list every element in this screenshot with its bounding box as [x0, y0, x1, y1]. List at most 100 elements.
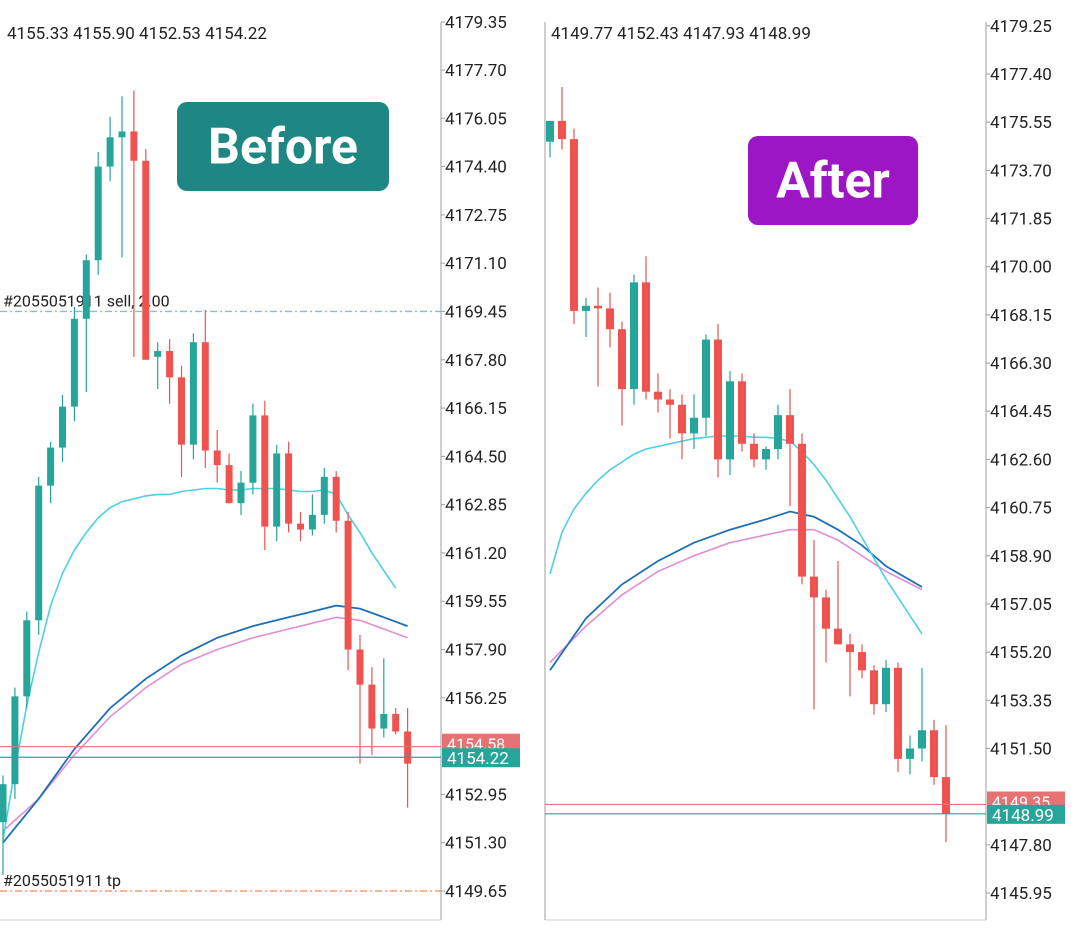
candle-body: [70, 318, 78, 407]
price-tick-label: 4175.55: [990, 113, 1052, 133]
candle-body: [558, 120, 566, 140]
price-tick-label: 4179.25: [990, 17, 1052, 37]
ask-price-tag: [987, 804, 1065, 824]
ohlc-label-bg: [4, 22, 304, 46]
price-tick-label: 4169.45: [445, 302, 507, 322]
candle-body: [356, 649, 364, 685]
ohlc-label-bg: [548, 22, 848, 46]
candle: [23, 611, 31, 709]
candle: [606, 292, 614, 348]
candle: [702, 334, 710, 436]
candle: [11, 687, 19, 799]
candle-body: [47, 447, 55, 486]
candle-body: [0, 784, 7, 823]
candle-body: [94, 166, 102, 261]
candle: [344, 511, 352, 671]
candle: [273, 444, 281, 542]
candle-body: [213, 450, 221, 466]
price-tick-label: 4155.20: [990, 643, 1052, 663]
candle-body: [308, 514, 316, 530]
candle-body: [894, 667, 902, 759]
candle: [106, 116, 114, 182]
candle-body: [273, 453, 281, 527]
price-tick-label: 4174.40: [445, 158, 507, 178]
label-badge-after: [748, 136, 918, 225]
candle-body: [690, 417, 698, 434]
label-badge-before: [177, 102, 389, 191]
candle: [894, 662, 902, 772]
price-tick-label: 4168.15: [990, 306, 1052, 326]
chart-panel-before: #2055051911 sell, 2.00#2055051911 tp 4179…: [0, 0, 537, 921]
candle: [942, 725, 950, 843]
candle: [332, 470, 340, 533]
price-tick-label: 4149.65: [445, 882, 507, 902]
candle-body: [654, 391, 662, 400]
candle-body: [106, 137, 114, 167]
price-tick-label: 4176.05: [445, 109, 507, 129]
candle: [142, 149, 150, 360]
candle: [690, 394, 698, 449]
candle: [570, 128, 578, 324]
price-tick-label: 4145.95: [990, 884, 1052, 904]
moving-average-fast: [549, 435, 923, 635]
label-badge-text-before: Before: [208, 119, 358, 177]
axis-top-mask: [442, 0, 537, 15]
candle: [594, 287, 602, 387]
candle-body: [23, 620, 31, 697]
candle-body: [714, 339, 722, 460]
candle: [356, 634, 364, 764]
price-tick-label: 4156.25: [445, 689, 507, 709]
price-tick-label: 4157.90: [445, 641, 507, 661]
candle-body: [774, 415, 782, 449]
candle-body: [858, 652, 866, 671]
candle-body: [368, 684, 376, 729]
price-tick-label: 4152.95: [445, 785, 507, 805]
candle: [320, 468, 328, 524]
price-tick-label: 4171.85: [990, 210, 1052, 230]
candle-body: [702, 339, 710, 418]
candle-body: [201, 342, 209, 451]
candle-body: [822, 597, 830, 629]
price-tick-label: 4177.40: [990, 65, 1052, 85]
candle-body: [834, 628, 842, 645]
price-tick-label: 4170.00: [990, 258, 1052, 278]
price-tick-label: 4160.75: [990, 499, 1052, 519]
candle-body: [798, 443, 806, 577]
candle-body: [618, 329, 626, 390]
candle-body: [178, 377, 185, 445]
candle: [882, 659, 890, 713]
candle-body: [320, 476, 328, 515]
candle: [308, 494, 316, 536]
candle-body: [906, 748, 914, 759]
ask-price-label: 4154.22: [447, 749, 509, 769]
candle: [750, 433, 758, 468]
candle: [906, 735, 914, 775]
plot-area: #2055051911 sell, 2.00#2055051911 tp: [0, 90, 441, 892]
price-tick-label: 4164.50: [445, 447, 507, 467]
candle-body: [882, 667, 890, 705]
moving-average-slow: [549, 528, 923, 664]
candle-body: [285, 453, 293, 524]
candle: [726, 370, 734, 476]
price-tick-label: 4162.85: [445, 496, 507, 516]
price-tick-label: 4147.80: [990, 836, 1052, 856]
candle-body: [154, 350, 162, 357]
candle: [810, 540, 818, 710]
price-tick-label: 4167.80: [445, 351, 507, 371]
candle: [213, 430, 221, 483]
candle: [834, 560, 842, 645]
candle: [297, 511, 304, 542]
candle: [166, 339, 174, 404]
candle-body: [35, 485, 43, 621]
candle: [870, 665, 878, 715]
candle-body: [750, 443, 758, 460]
order-line-label-tp: #2055051911 tp: [3, 871, 121, 890]
candle-body: [344, 520, 352, 650]
candle: [738, 373, 746, 452]
candle-body: [166, 350, 174, 378]
price-tick-label: 4159.55: [445, 592, 507, 612]
candle: [930, 719, 938, 785]
candle-body: [237, 482, 245, 504]
